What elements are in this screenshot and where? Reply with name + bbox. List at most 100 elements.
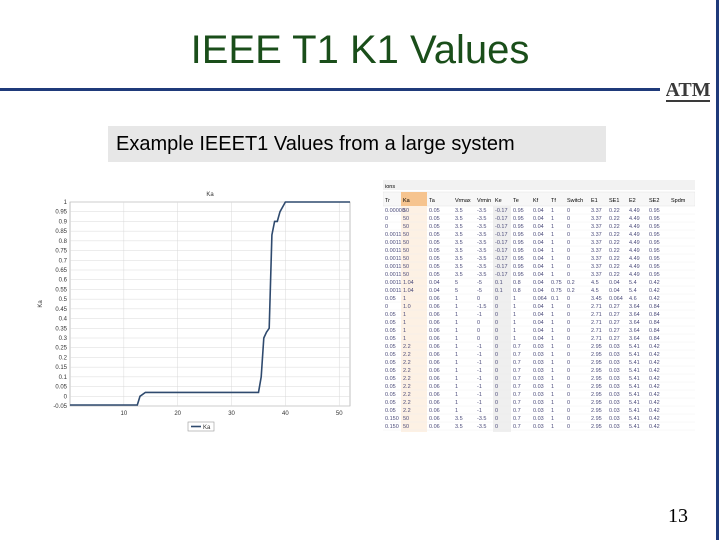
table-cell: 1 [455, 328, 458, 334]
table-cell: 5 [455, 288, 458, 294]
table-cell: 0.95 [649, 216, 660, 222]
table-cell: 0 [495, 320, 498, 326]
table-cell: 0.04 [533, 208, 544, 214]
table-cell: 0.00000 [385, 208, 405, 214]
table-cell: 0.0011 [385, 272, 401, 278]
table-cell: 1 [551, 336, 554, 342]
table-cell: -3.5 [477, 416, 486, 422]
table-cell: -1 [477, 408, 482, 414]
y-tick-label: 0.55 [55, 287, 67, 293]
table-cell: -0.17 [495, 240, 508, 246]
table-header-cell: E1 [591, 198, 598, 204]
table-cell: 0.1 [551, 296, 559, 302]
table-cell: -1 [477, 368, 482, 374]
table-cell: 1 [551, 344, 554, 350]
table-cell: 0.03 [609, 360, 620, 366]
table-cell: 1 [551, 240, 554, 246]
table-cell: -0.17 [495, 248, 508, 254]
table-header-row [383, 191, 695, 207]
x-tick-label: 10 [121, 411, 128, 417]
table-cell: 0.150 [385, 416, 399, 422]
table-cell: 2.2 [403, 376, 411, 382]
table-cell: 0.95 [513, 208, 524, 214]
table-cell: 0.04 [533, 320, 544, 326]
table-cell: -1 [477, 392, 482, 398]
table-cell: 1 [403, 336, 406, 342]
table-cell: 3.5 [455, 416, 463, 422]
table-cell: 4.5 [591, 288, 599, 294]
table-cell: 0.06 [429, 328, 440, 334]
table-cell: 1 [403, 312, 406, 318]
table-cell: 0.84 [649, 336, 660, 342]
table-cell: 2.2 [403, 384, 411, 390]
table-cell: 50 [403, 232, 409, 238]
table-cell: 0.42 [649, 344, 660, 350]
table-cell: 0.95 [649, 208, 660, 214]
table-cell: 1 [455, 312, 458, 318]
table-cell: -3.5 [477, 424, 486, 430]
y-tick-label: 0.65 [55, 268, 67, 274]
table-cell: 0 [495, 368, 498, 374]
toolbar-label: ions [385, 184, 395, 190]
table-cell: 4.6 [629, 296, 637, 302]
table-cell: 0.064 [609, 296, 623, 302]
table-cell: 0.05 [385, 400, 396, 406]
table-cell: 1 [455, 368, 458, 374]
y-tick-label: 0.95 [55, 210, 67, 216]
table-cell: 50 [403, 424, 409, 430]
table-cell: 1 [551, 368, 554, 374]
table-row: 0 1.0 0.06 1 -1.5 0 1 0.04 1 0 2.71 0.27 3.64 0.84 [383, 304, 695, 311]
table-cell: 3.64 [629, 320, 640, 326]
table-cell: 0.05 [385, 312, 396, 318]
y-tick-label: 0.45 [55, 307, 67, 313]
table-row: 0.0011 50 0.05 3.5 -3.5 -0.17 0.95 0.04 1 0 3.37 0.… [383, 240, 695, 247]
table-cell: 50 [403, 224, 409, 230]
chart-legend: Ka [187, 421, 215, 432]
table-cell: 0 [567, 400, 570, 406]
series-line-ka [70, 201, 350, 406]
table-cell: -1 [477, 312, 482, 318]
table-cell: 3.37 [591, 240, 602, 246]
table-cell: 0.03 [533, 344, 544, 350]
chart-title: Ka [206, 192, 214, 198]
table-cell: 0.95 [649, 272, 660, 278]
table-cell: 0.7 [513, 360, 521, 366]
table-cell: 0.27 [609, 320, 620, 326]
table-toolbar [383, 180, 695, 190]
table-cell: -3.5 [477, 232, 486, 238]
table-cell: 0.05 [385, 320, 396, 326]
y-axis-label: Ka [38, 300, 44, 308]
table-cell: 1 [513, 296, 516, 302]
table-cell: 3.37 [591, 264, 602, 270]
table-header-cell: Ke [495, 198, 502, 204]
table-cell: 2.2 [403, 368, 411, 374]
table-cell: -0.17 [495, 208, 508, 214]
table-row: 0.05 1 0.06 1 0 0 1 0.04 1 0 2.71 0.27 3.64 0.84 [383, 320, 695, 327]
table-cell: 0 [495, 344, 498, 350]
table-header-cell: SE1 [609, 198, 619, 204]
table-cell: 0 [567, 328, 570, 334]
table-cell: 0 [495, 408, 498, 414]
table-row: 0.05 2.2 0.06 1 -1 0 0.7 0.03 1 0 2.95 0.03 5.41 0.42 [383, 376, 695, 383]
table-cell: 1 [551, 224, 554, 230]
table-cell: 0.7 [513, 352, 521, 358]
table-cell: 3.37 [591, 232, 602, 238]
table-cell: 0.03 [533, 424, 544, 430]
table-cell: 0 [567, 264, 570, 270]
table-cell: 3.64 [629, 336, 640, 342]
table-cell: 1 [513, 304, 516, 310]
legend-label: Ka [203, 425, 211, 431]
table-cell: 0 [567, 296, 570, 302]
table-cell: 1 [513, 336, 516, 342]
slide-subtitle: Example IEEET1 Values from a large syste… [108, 126, 606, 162]
table-cell: 0.04 [533, 224, 544, 230]
table-cell: 1 [513, 328, 516, 334]
table-cell: -1 [477, 352, 482, 358]
table-cell: 0.22 [609, 248, 620, 254]
header-highlight [401, 192, 427, 206]
table-cell: 0.03 [533, 384, 544, 390]
table-cell: 0 [495, 312, 498, 318]
table-cell: -1 [477, 344, 482, 350]
table-cell: 0.150 [385, 424, 399, 430]
table-cell: 4.5 [591, 280, 599, 286]
